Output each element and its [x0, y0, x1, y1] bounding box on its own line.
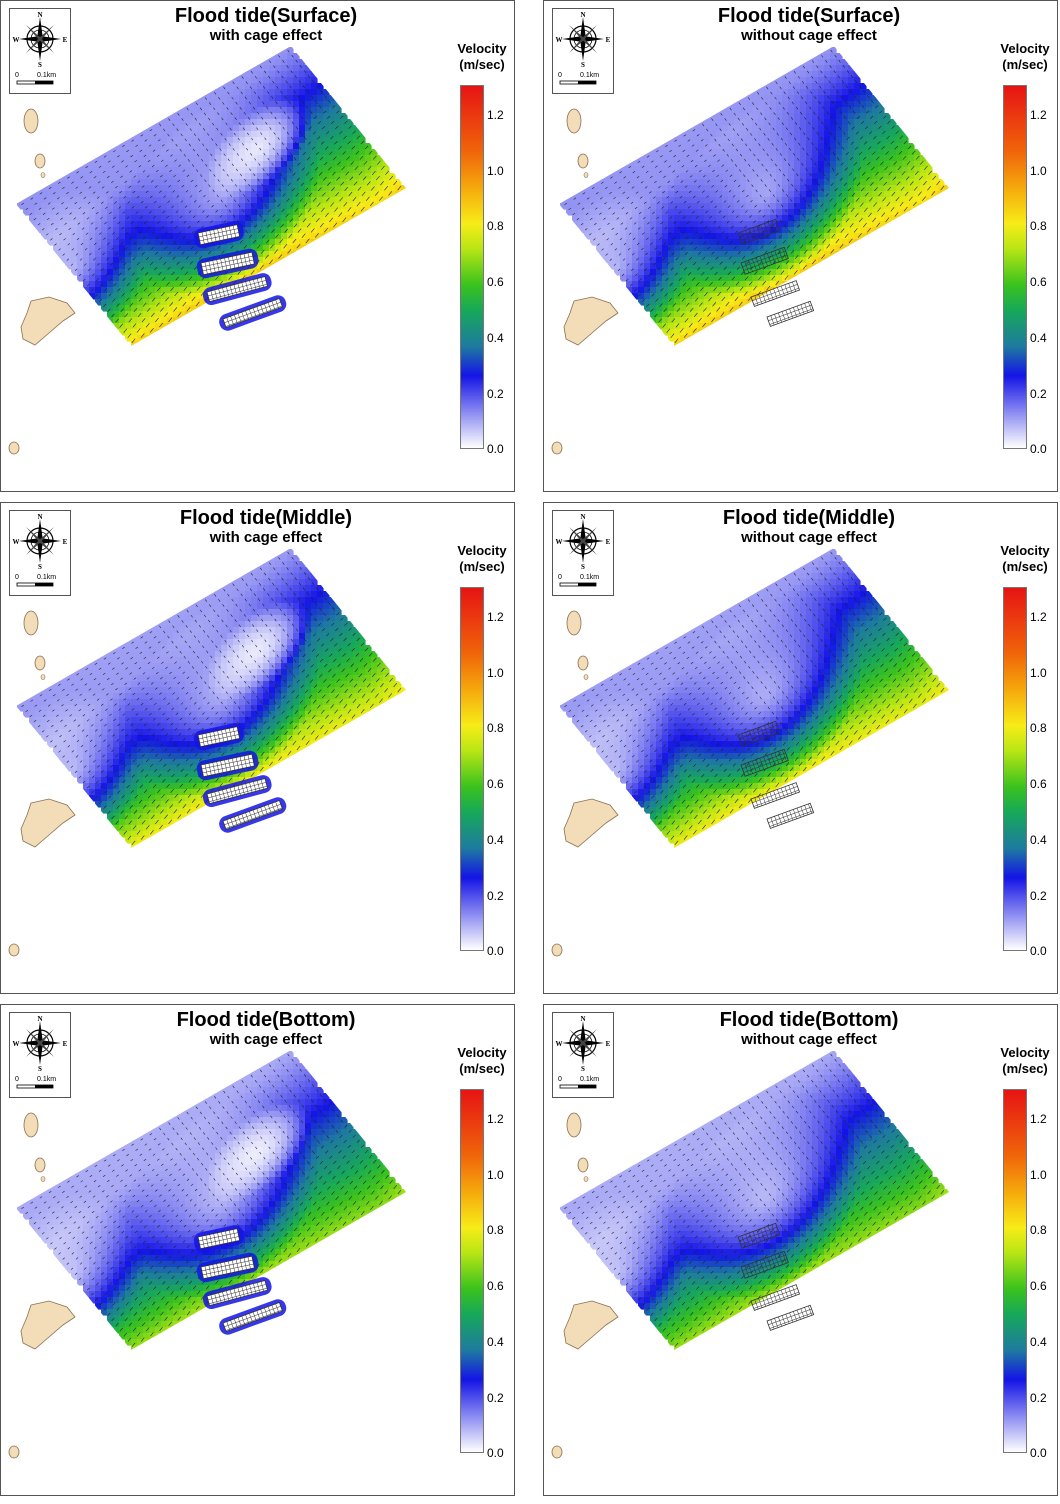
- colorbar-tick-label: 1.2: [1030, 108, 1047, 122]
- colorbar-tick-label: 1.2: [1030, 610, 1047, 624]
- colorbar-tick-label: 0.4: [487, 1334, 504, 1349]
- svg-text:0: 0: [15, 72, 19, 79]
- panel-title: Flood tide(Surface): [717, 5, 901, 27]
- compass-rose-icon: N S W E 0 0.1km: [9, 1012, 71, 1098]
- colorbar-tick-label: 0.0: [487, 442, 504, 457]
- velocity-colorbar: [460, 1089, 484, 1453]
- colorbar-tick-label: 0.2: [487, 1390, 504, 1405]
- colorbar-tick-label: 1.0: [1030, 163, 1047, 178]
- colorbar-title: Velocity (m/sec): [1000, 41, 1050, 72]
- compass-rose-icon: N S W E 0 0.1km: [552, 8, 614, 94]
- map-panel-surface-without-cage: Flood tide(Surface) without cage effect …: [543, 0, 1058, 492]
- colorbar-tick-label: 0.2: [487, 888, 504, 903]
- colorbar-tick-label: 0.0: [487, 1446, 504, 1461]
- colorbar-title: Velocity (m/sec): [1000, 1045, 1050, 1076]
- panel-subtitle: without cage effect: [741, 27, 877, 44]
- colorbar-title: Velocity (m/sec): [1000, 543, 1050, 574]
- colorbar-tick-label: 0.4: [487, 832, 504, 847]
- panel-subtitle: with cage effect: [209, 529, 323, 546]
- colorbar-tick-label: 0.4: [1030, 330, 1047, 345]
- colorbar-tick-label: 1.0: [1030, 665, 1047, 680]
- colorbar-tick-label: 1.2: [487, 610, 504, 624]
- colorbar-tick-label: 0.0: [1030, 442, 1047, 457]
- colorbar-tick-label: 1.0: [487, 1167, 504, 1182]
- panel-title: Flood tide(Bottom): [719, 1009, 899, 1031]
- velocity-field-map: [551, 549, 949, 957]
- colorbar-tick-label: 0.6: [1030, 275, 1047, 290]
- compass-rose-icon: N S W E 0 0.1km: [552, 510, 614, 596]
- colorbar-tick-label: 0.0: [487, 944, 504, 959]
- svg-text:S: S: [38, 61, 42, 69]
- panel-subtitle: without cage effect: [741, 1031, 877, 1048]
- colorbar-tick-label: 0.0: [1030, 944, 1047, 959]
- colorbar-tick-label: 0.6: [487, 1279, 504, 1294]
- svg-text:N: N: [37, 11, 42, 19]
- colorbar-tick-label: 1.2: [487, 1112, 504, 1126]
- colorbar-tick-label: 0.8: [1030, 721, 1047, 736]
- velocity-colorbar: [1003, 1089, 1027, 1453]
- velocity-colorbar: [460, 587, 484, 951]
- panel-title: Flood tide(Middle): [722, 507, 896, 529]
- colorbar-tick-label: 0.4: [1030, 832, 1047, 847]
- colorbar-title: Velocity (m/sec): [457, 543, 507, 574]
- colorbar-tick-label: 0.8: [487, 219, 504, 234]
- colorbar-tick-label: 0.4: [1030, 1334, 1047, 1349]
- colorbar-title: Velocity (m/sec): [457, 1045, 507, 1076]
- panel-title: Flood tide(Middle): [179, 507, 353, 529]
- panel-title: Flood tide(Surface): [174, 5, 358, 27]
- colorbar-tick-label: 0.6: [487, 275, 504, 290]
- colorbar-tick-label: 0.0: [1030, 1446, 1047, 1461]
- colorbar-tick-label: 0.6: [1030, 1279, 1047, 1294]
- colorbar-title: Velocity (m/sec): [457, 41, 507, 72]
- compass-rose-icon: N S W E 0 0.1km: [9, 8, 71, 94]
- panel-subtitle: with cage effect: [209, 27, 323, 44]
- colorbar-tick-label: 0.6: [1030, 777, 1047, 792]
- panel-subtitle: without cage effect: [741, 529, 877, 546]
- colorbar-tick-label: 0.4: [487, 330, 504, 345]
- svg-text:E: E: [63, 36, 68, 44]
- colorbar-tick-label: 0.8: [1030, 1223, 1047, 1238]
- colorbar-tick-label: 0.8: [487, 721, 504, 736]
- velocity-colorbar: [1003, 587, 1027, 951]
- velocity-colorbar: [460, 85, 484, 449]
- colorbar-tick-label: 0.2: [1030, 386, 1047, 401]
- colorbar-tick-label: 0.2: [1030, 1390, 1047, 1405]
- map-panel-bottom-without-cage: Flood tide(Bottom) without cage effect N…: [543, 1004, 1058, 1496]
- colorbar-tick-label: 1.0: [487, 163, 504, 178]
- colorbar-tick-label: 0.2: [487, 386, 504, 401]
- colorbar-tick-label: 1.0: [487, 665, 504, 680]
- panel-subtitle: with cage effect: [209, 1031, 323, 1048]
- velocity-field-map: [8, 549, 406, 957]
- compass-rose-icon: N S W E 0 0.1km: [552, 1012, 614, 1098]
- svg-text:0.1km: 0.1km: [37, 72, 56, 79]
- svg-text:W: W: [13, 36, 20, 44]
- map-panel-middle-without-cage: Flood tide(Middle) without cage effect N…: [543, 502, 1058, 994]
- map-panel-surface-with-cage: Flood tide(Surface) with cage effect N S W…: [0, 0, 515, 492]
- velocity-field-map: [551, 47, 949, 455]
- velocity-field-map: [551, 1051, 949, 1459]
- colorbar-tick-label: 0.2: [1030, 888, 1047, 903]
- colorbar-tick-label: 1.2: [487, 108, 504, 122]
- colorbar-tick-label: 1.0: [1030, 1167, 1047, 1182]
- colorbar-tick-label: 0.8: [487, 1223, 504, 1238]
- colorbar-tick-label: 1.2: [1030, 1112, 1047, 1126]
- velocity-field-map: [8, 47, 406, 455]
- compass-rose-icon: N S W E 0 0.1km: [9, 510, 71, 596]
- velocity-colorbar: [1003, 85, 1027, 449]
- colorbar-tick-label: 0.8: [1030, 219, 1047, 234]
- velocity-field-map: [8, 1051, 406, 1459]
- colorbar-tick-label: 0.6: [487, 777, 504, 792]
- panel-title: Flood tide(Bottom): [176, 1009, 356, 1031]
